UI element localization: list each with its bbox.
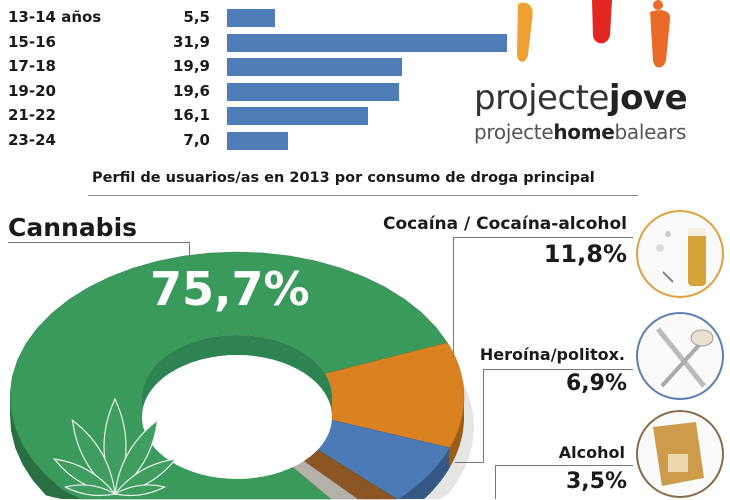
heroin-percent: 6,9% bbox=[565, 371, 627, 396]
leaf-blade bbox=[63, 484, 117, 497]
whisky-glass-image bbox=[636, 410, 724, 498]
cocaine-percent: 11,8% bbox=[543, 240, 627, 268]
bar-value-label: 5,5 bbox=[183, 8, 210, 26]
bar-value-label: 31,9 bbox=[172, 32, 210, 51]
leader-line bbox=[453, 237, 633, 238]
bar-category-label: 17-18 bbox=[8, 57, 56, 76]
donut-hole-floor bbox=[142, 355, 332, 479]
cocaine-label: Cocaína / Cocaína-alcohol bbox=[383, 214, 627, 234]
leader-line bbox=[495, 465, 633, 466]
bar-category-label: 15-16 bbox=[8, 32, 56, 51]
donut-hole-wall bbox=[142, 335, 332, 417]
leader-line bbox=[483, 369, 484, 462]
cannabis-percent: 75,7% bbox=[150, 262, 310, 316]
logo-figures-icon bbox=[517, 0, 671, 68]
bar bbox=[227, 58, 402, 77]
logo-projecte-jove: projectejove bbox=[474, 78, 688, 118]
leader-line bbox=[483, 369, 633, 370]
bar-value-label: 7,0 bbox=[183, 131, 210, 149]
heroin-label: Heroína/politox. bbox=[479, 345, 625, 364]
bar-category-label: 19-20 bbox=[8, 81, 56, 100]
bar-value-label: 19,9 bbox=[172, 57, 210, 76]
alcohol-percent: 3,5% bbox=[565, 469, 627, 494]
leader-line bbox=[455, 462, 484, 463]
bar bbox=[227, 132, 289, 150]
bar-category-label: 13-14 años bbox=[8, 8, 102, 26]
leader-line bbox=[189, 242, 190, 256]
chart-title: Perfil de usuarios/as en 2013 por consum… bbox=[92, 170, 595, 186]
cannabis-leaf-icon bbox=[52, 397, 178, 497]
bar-value-label: 16,1 bbox=[172, 106, 210, 125]
leader-line bbox=[8, 242, 190, 243]
bar bbox=[227, 9, 276, 27]
leaf-blade bbox=[113, 484, 167, 497]
bar-value-label: 19,6 bbox=[172, 81, 210, 100]
logo-projecte-home: projectehomebalears bbox=[474, 120, 687, 144]
divider bbox=[88, 195, 638, 196]
bar-category-label: 21-22 bbox=[8, 106, 56, 125]
alcohol-label: Alcohol bbox=[558, 443, 625, 462]
bar-category-label: 23-24 bbox=[8, 131, 56, 149]
leader-line bbox=[453, 237, 454, 357]
bar bbox=[227, 33, 507, 52]
bar bbox=[227, 107, 369, 126]
bar bbox=[227, 82, 400, 101]
cocaine-alcohol-image bbox=[636, 210, 724, 298]
leader-line bbox=[495, 465, 496, 499]
cannabis-label: Cannabis bbox=[8, 213, 138, 242]
syringe-spoon-image bbox=[636, 312, 724, 400]
